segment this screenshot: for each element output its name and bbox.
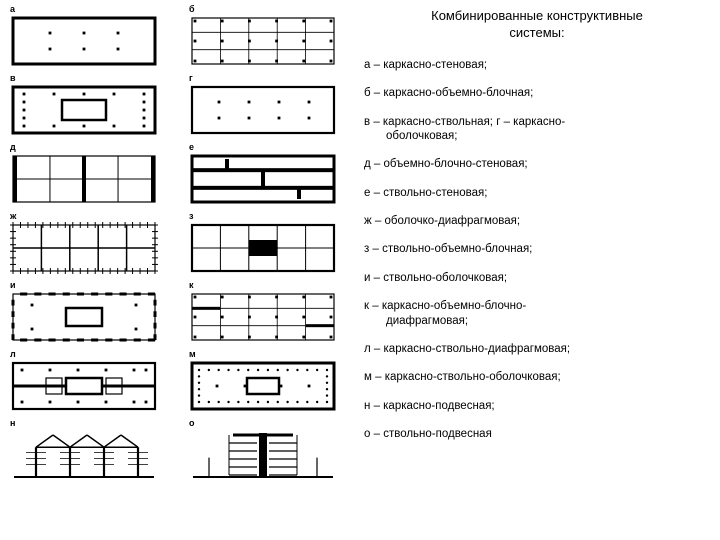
legend-text: – каркасно-ствольно-диафрагмовая; [374, 343, 570, 355]
legend-text: – каркасно-объемно-блочная; [374, 87, 534, 99]
diagram-cell-zh: ж [10, 211, 171, 274]
legend-key: и [364, 272, 370, 284]
diagram-tile-e [189, 153, 337, 205]
diagram-tile-g [189, 84, 337, 136]
legend-key: к [364, 300, 369, 312]
diagram-tile-v [10, 84, 158, 136]
diagram-label: г [189, 73, 350, 83]
diagram-label: ж [10, 211, 171, 221]
diagram-label: м [189, 349, 350, 359]
legend-text: – ствольно-объемно-блочная; [372, 243, 532, 255]
legend-item: ж – оболочко-диафрагмовая; [364, 214, 710, 228]
diagram-label: к [189, 280, 350, 290]
diagram-label: е [189, 142, 350, 152]
legend-text: – объемно-блочно-стеновая; [374, 158, 528, 170]
diagram-tile-o [189, 429, 337, 481]
diagram-label: з [189, 211, 350, 221]
legend-text: – каркасно-объемно-блочно- [372, 300, 526, 312]
diagram-label: а [10, 4, 171, 14]
legend-text: – ствольно-подвесная [374, 428, 492, 440]
diagram-label: н [10, 418, 171, 428]
diagram-cell-b: б [189, 4, 350, 67]
diagram-cell-v: в [10, 73, 171, 136]
legend-item: м – каркасно-ствольно-оболочковая; [364, 370, 710, 384]
legend-key: в [364, 116, 370, 128]
legend-text: – каркасно-стеновая; [374, 59, 488, 71]
legend-item: и – ствольно-оболочковая; [364, 271, 710, 285]
legend-item: д – объемно-блочно-стеновая; [364, 157, 710, 171]
legend-item: в – каркасно-ствольная; г – каркасно-обо… [364, 115, 710, 144]
legend-key: е [364, 187, 370, 199]
diagram-label: б [189, 4, 350, 14]
page-title: Комбинированные конструктивные системы: [364, 8, 710, 42]
legend-item: о – ствольно-подвесная [364, 427, 710, 441]
legend-text: – оболочко-диафрагмовая; [375, 215, 520, 227]
legend-key: д [364, 158, 371, 170]
diagram-tile-a [10, 15, 158, 67]
legend-key: б [364, 87, 371, 99]
diagram-label: л [10, 349, 171, 359]
diagram-tile-b [189, 15, 337, 67]
legend-item: л – каркасно-ствольно-диафрагмовая; [364, 342, 710, 356]
diagram-cell-l: л [10, 349, 171, 412]
legend-item: б – каркасно-объемно-блочная; [364, 86, 710, 100]
diagram-tile-d [10, 153, 158, 205]
legend-item: е – ствольно-стеновая; [364, 186, 710, 200]
diagram-tile-i [10, 291, 158, 343]
legend-item: з – ствольно-объемно-блочная; [364, 242, 710, 256]
legend-item: к – каркасно-объемно-блочно-диафрагмовая… [364, 299, 710, 328]
legend-text: – ствольно-оболочковая; [374, 272, 507, 284]
legend-text: – каркасно-ствольно-оболочковая; [375, 371, 561, 383]
diagram-cell-n: н [10, 418, 171, 481]
diagram-cell-a: а [10, 4, 171, 67]
diagram-cell-m: м [189, 349, 350, 412]
legend-key: ж [364, 215, 372, 227]
diagram-tile-k [189, 291, 337, 343]
legend-key: а [364, 59, 370, 71]
legend-item: а – каркасно-стеновая; [364, 58, 710, 72]
diagram-label: д [10, 142, 171, 152]
legend-key: о [364, 428, 370, 440]
legend-text-cont: диафрагмовая; [364, 315, 468, 327]
legend-key: л [364, 343, 371, 355]
diagram-tile-zh [10, 222, 158, 274]
diagram-cell-e: е [189, 142, 350, 205]
legend-item: н – каркасно-подвесная; [364, 399, 710, 413]
title-line2: системы: [509, 25, 564, 40]
diagram-tile-n [10, 429, 158, 481]
diagram-label: в [10, 73, 171, 83]
diagram-cell-g: г [189, 73, 350, 136]
diagram-tile-l [10, 360, 158, 412]
diagram-tile-m [189, 360, 337, 412]
diagram-cell-o: о [189, 418, 350, 481]
diagram-label: о [189, 418, 350, 428]
legend-text: – каркасно-подвесная; [374, 400, 495, 412]
legend-text-cont: оболочковая; [364, 130, 457, 142]
title-line1: Комбинированные конструктивные [431, 8, 643, 23]
diagram-cell-i: и [10, 280, 171, 343]
diagram-tile-z [189, 222, 337, 274]
diagram-cell-z: з [189, 211, 350, 274]
legend-key: м [364, 371, 372, 383]
diagram-label: и [10, 280, 171, 290]
legend-key: н [364, 400, 370, 412]
diagram-cell-k: к [189, 280, 350, 343]
legend-text: – ствольно-стеновая; [374, 187, 488, 199]
diagram-cell-d: д [10, 142, 171, 205]
legend-key: з [364, 243, 369, 255]
legend-text: – каркасно-ствольная; г – каркасно- [373, 116, 565, 128]
